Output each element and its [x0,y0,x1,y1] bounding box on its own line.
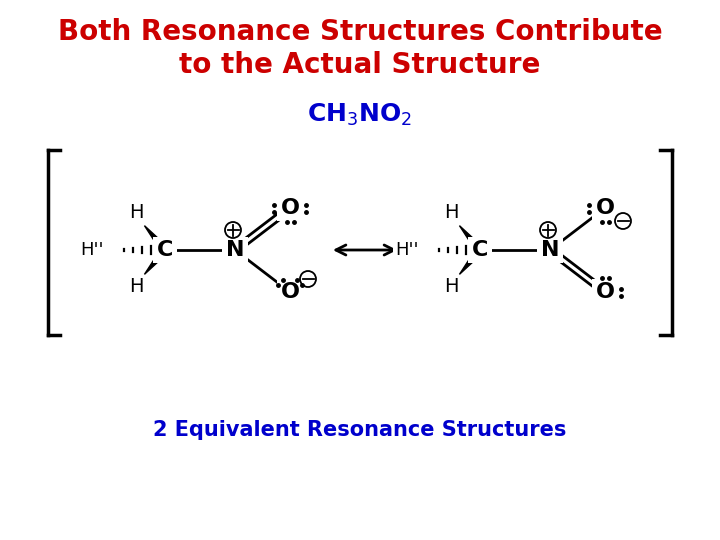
Polygon shape [145,226,162,246]
Text: Both Resonance Structures Contribute: Both Resonance Structures Contribute [58,18,662,46]
Text: C: C [472,240,488,260]
Text: N: N [541,240,559,260]
Text: to the Actual Structure: to the Actual Structure [179,51,541,79]
Polygon shape [459,226,477,246]
Text: O: O [281,282,300,302]
Text: O: O [281,198,300,218]
Text: H'': H'' [395,241,419,259]
Text: CH$_3$NO$_2$: CH$_3$NO$_2$ [307,102,413,128]
Text: H: H [129,278,143,296]
Text: H'': H'' [80,241,104,259]
Polygon shape [459,254,477,274]
Text: C: C [157,240,174,260]
Text: N: N [226,240,244,260]
Text: H: H [129,204,143,222]
Text: O: O [595,198,614,218]
Text: O: O [595,282,614,302]
Text: H: H [444,204,458,222]
Text: H: H [444,278,458,296]
Text: 2 Equivalent Resonance Structures: 2 Equivalent Resonance Structures [153,420,567,440]
Polygon shape [145,254,162,274]
